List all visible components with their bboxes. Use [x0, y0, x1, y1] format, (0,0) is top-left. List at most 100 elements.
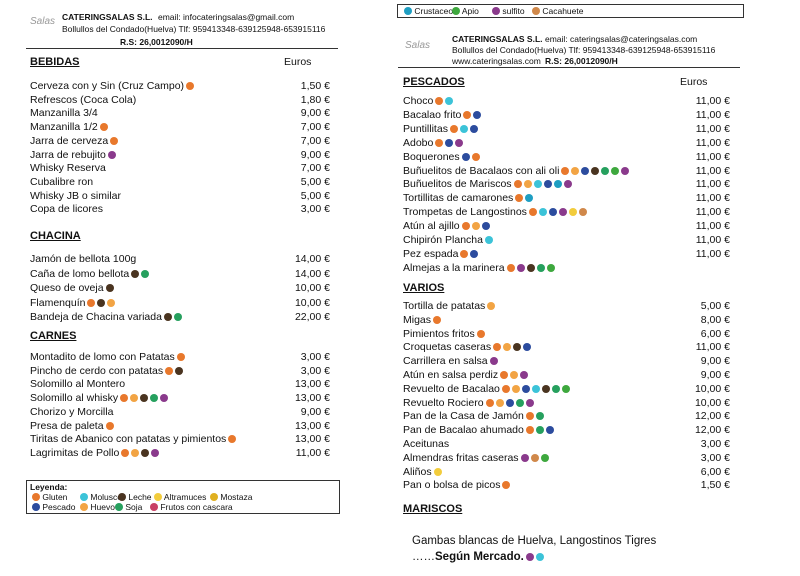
allergen-icon: [506, 263, 515, 272]
allergen-icon: [541, 384, 550, 393]
allergen-icon: [210, 493, 218, 501]
allergen-icon: [110, 136, 119, 145]
item-price: 10,00 €: [294, 296, 330, 309]
item-price: 11,00 €: [695, 234, 730, 246]
allergen-icon: [32, 503, 40, 511]
legend-label: Crustaceo: [412, 6, 454, 16]
allergen-icon: [473, 110, 482, 119]
allergen-icon: [525, 194, 534, 203]
allergen-icon: [150, 503, 158, 511]
allergen-icon: [461, 222, 470, 231]
item-name: Choco: [403, 95, 454, 107]
euros-label: Euros: [680, 76, 708, 88]
section-title: CHACINA: [30, 230, 81, 242]
allergen-icon: [611, 166, 620, 175]
logo: Salas: [405, 40, 431, 51]
item-price: 12,00 €: [694, 410, 730, 423]
allergen-icon: [621, 166, 630, 175]
item-price: 22,00 €: [294, 311, 330, 324]
item-name: Tortillitas de camarones: [403, 192, 534, 204]
allergen-icon: [485, 398, 494, 407]
allergen-icon: [563, 180, 572, 189]
legend-entry: Leche: [116, 491, 152, 503]
item-name: Cubalibre ron: [30, 175, 94, 188]
item-price: 9,00 €: [300, 405, 330, 418]
allergen-icon: [433, 467, 442, 476]
item-price: 9,00 €: [300, 107, 330, 120]
item-name: Lagrimitas de Pollo: [30, 447, 160, 459]
item-price: 9,00 €: [300, 148, 330, 161]
allergen-icon: [163, 313, 172, 322]
allergen-icon: [502, 481, 511, 490]
allergen-icon: [141, 448, 150, 457]
allergen-icon: [461, 152, 470, 161]
legend-entry: Frutos con cascara: [148, 501, 233, 513]
item-price: 9,00 €: [700, 355, 730, 368]
legend-label: Altramuces: [162, 492, 207, 502]
item-price: 6,00 €: [700, 465, 730, 478]
website: www.cateringsalas.com: [452, 56, 541, 66]
item-name: Revuelto Rociero: [403, 397, 534, 409]
allergen-icon: [107, 298, 116, 307]
allergen-icon: [32, 493, 40, 501]
allergen-icon: [538, 208, 547, 217]
allergen-icon: [87, 298, 96, 307]
divider: [26, 48, 338, 49]
legend-entry: sulfito: [490, 5, 525, 17]
item-name: Carrillera en salsa: [403, 355, 498, 367]
legend-box: [26, 480, 340, 514]
item-name: Jarra de rebujito: [30, 149, 116, 161]
allergen-icon: [176, 353, 185, 361]
legend-label: Huevo: [88, 502, 115, 512]
item-price: 8,00 €: [700, 313, 730, 326]
email: email: cateringsalas@cateringsalas.com: [545, 34, 698, 44]
allergen-icon: [471, 152, 480, 161]
allergen-icon: [513, 343, 522, 352]
allergen-icon: [525, 553, 534, 561]
allergen-icon: [80, 503, 88, 511]
legend-entry: Gluten: [30, 491, 67, 503]
allergen-icon: [525, 412, 534, 421]
item-price: 3,00 €: [700, 438, 730, 450]
allergen-icon: [535, 412, 544, 421]
item-name: Almendras fritas caseras: [403, 452, 549, 464]
allergen-icon: [470, 249, 479, 258]
item-name: Chorizo y Morcilla: [30, 405, 114, 418]
item-name: Puntillitas: [403, 123, 478, 135]
item-price: 11,00 €: [695, 192, 730, 205]
allergen-icon: [505, 398, 514, 407]
mariscos-text: Según Mercado.: [435, 551, 524, 563]
allergen-icon: [141, 269, 150, 278]
allergen-icon: [515, 194, 524, 203]
item-name: Buñuelitos de Bacalaos con ali oli: [403, 165, 630, 177]
allergen-icon: [500, 371, 509, 379]
allergen-icon: [175, 366, 184, 375]
item-price: 1,50 €: [700, 479, 730, 492]
allergen-icon: [489, 357, 498, 366]
company: CATERINGSALAS S.L.: [62, 12, 153, 22]
item-price: 11,00 €: [695, 247, 730, 260]
item-name: Manzanilla 1/2: [30, 121, 108, 133]
item-price: 3,00 €: [300, 351, 330, 363]
item-price: 10,00 €: [694, 396, 730, 409]
item-name: Jamón de bellota 100g: [30, 253, 137, 265]
legend-label: Apio: [460, 6, 479, 16]
allergen-icon: [535, 553, 544, 561]
legend-entry: Altramuces: [152, 491, 206, 503]
item-price: 12,00 €: [694, 424, 730, 437]
allergen-icon: [140, 394, 149, 403]
item-name: Bandeja de Chacina variada: [30, 311, 182, 323]
item-price: 7,00 €: [300, 121, 330, 134]
allergen-icon: [449, 124, 458, 133]
item-name: Boquerones: [403, 151, 480, 163]
item-name: Tiritas de Abanico con patatas y pimient…: [30, 433, 237, 445]
allergen-icon: [551, 384, 560, 393]
allergen-icon: [131, 269, 140, 278]
address: Bollullos del Condado(Huelva) Tlf: 95941…: [452, 45, 716, 55]
allergen-icon: [481, 222, 490, 231]
allergen-icon: [118, 493, 126, 501]
item-name: Pan de Bacalao ahumado: [403, 424, 554, 436]
allergen-icon: [520, 453, 529, 462]
allergen-icon: [531, 384, 540, 393]
